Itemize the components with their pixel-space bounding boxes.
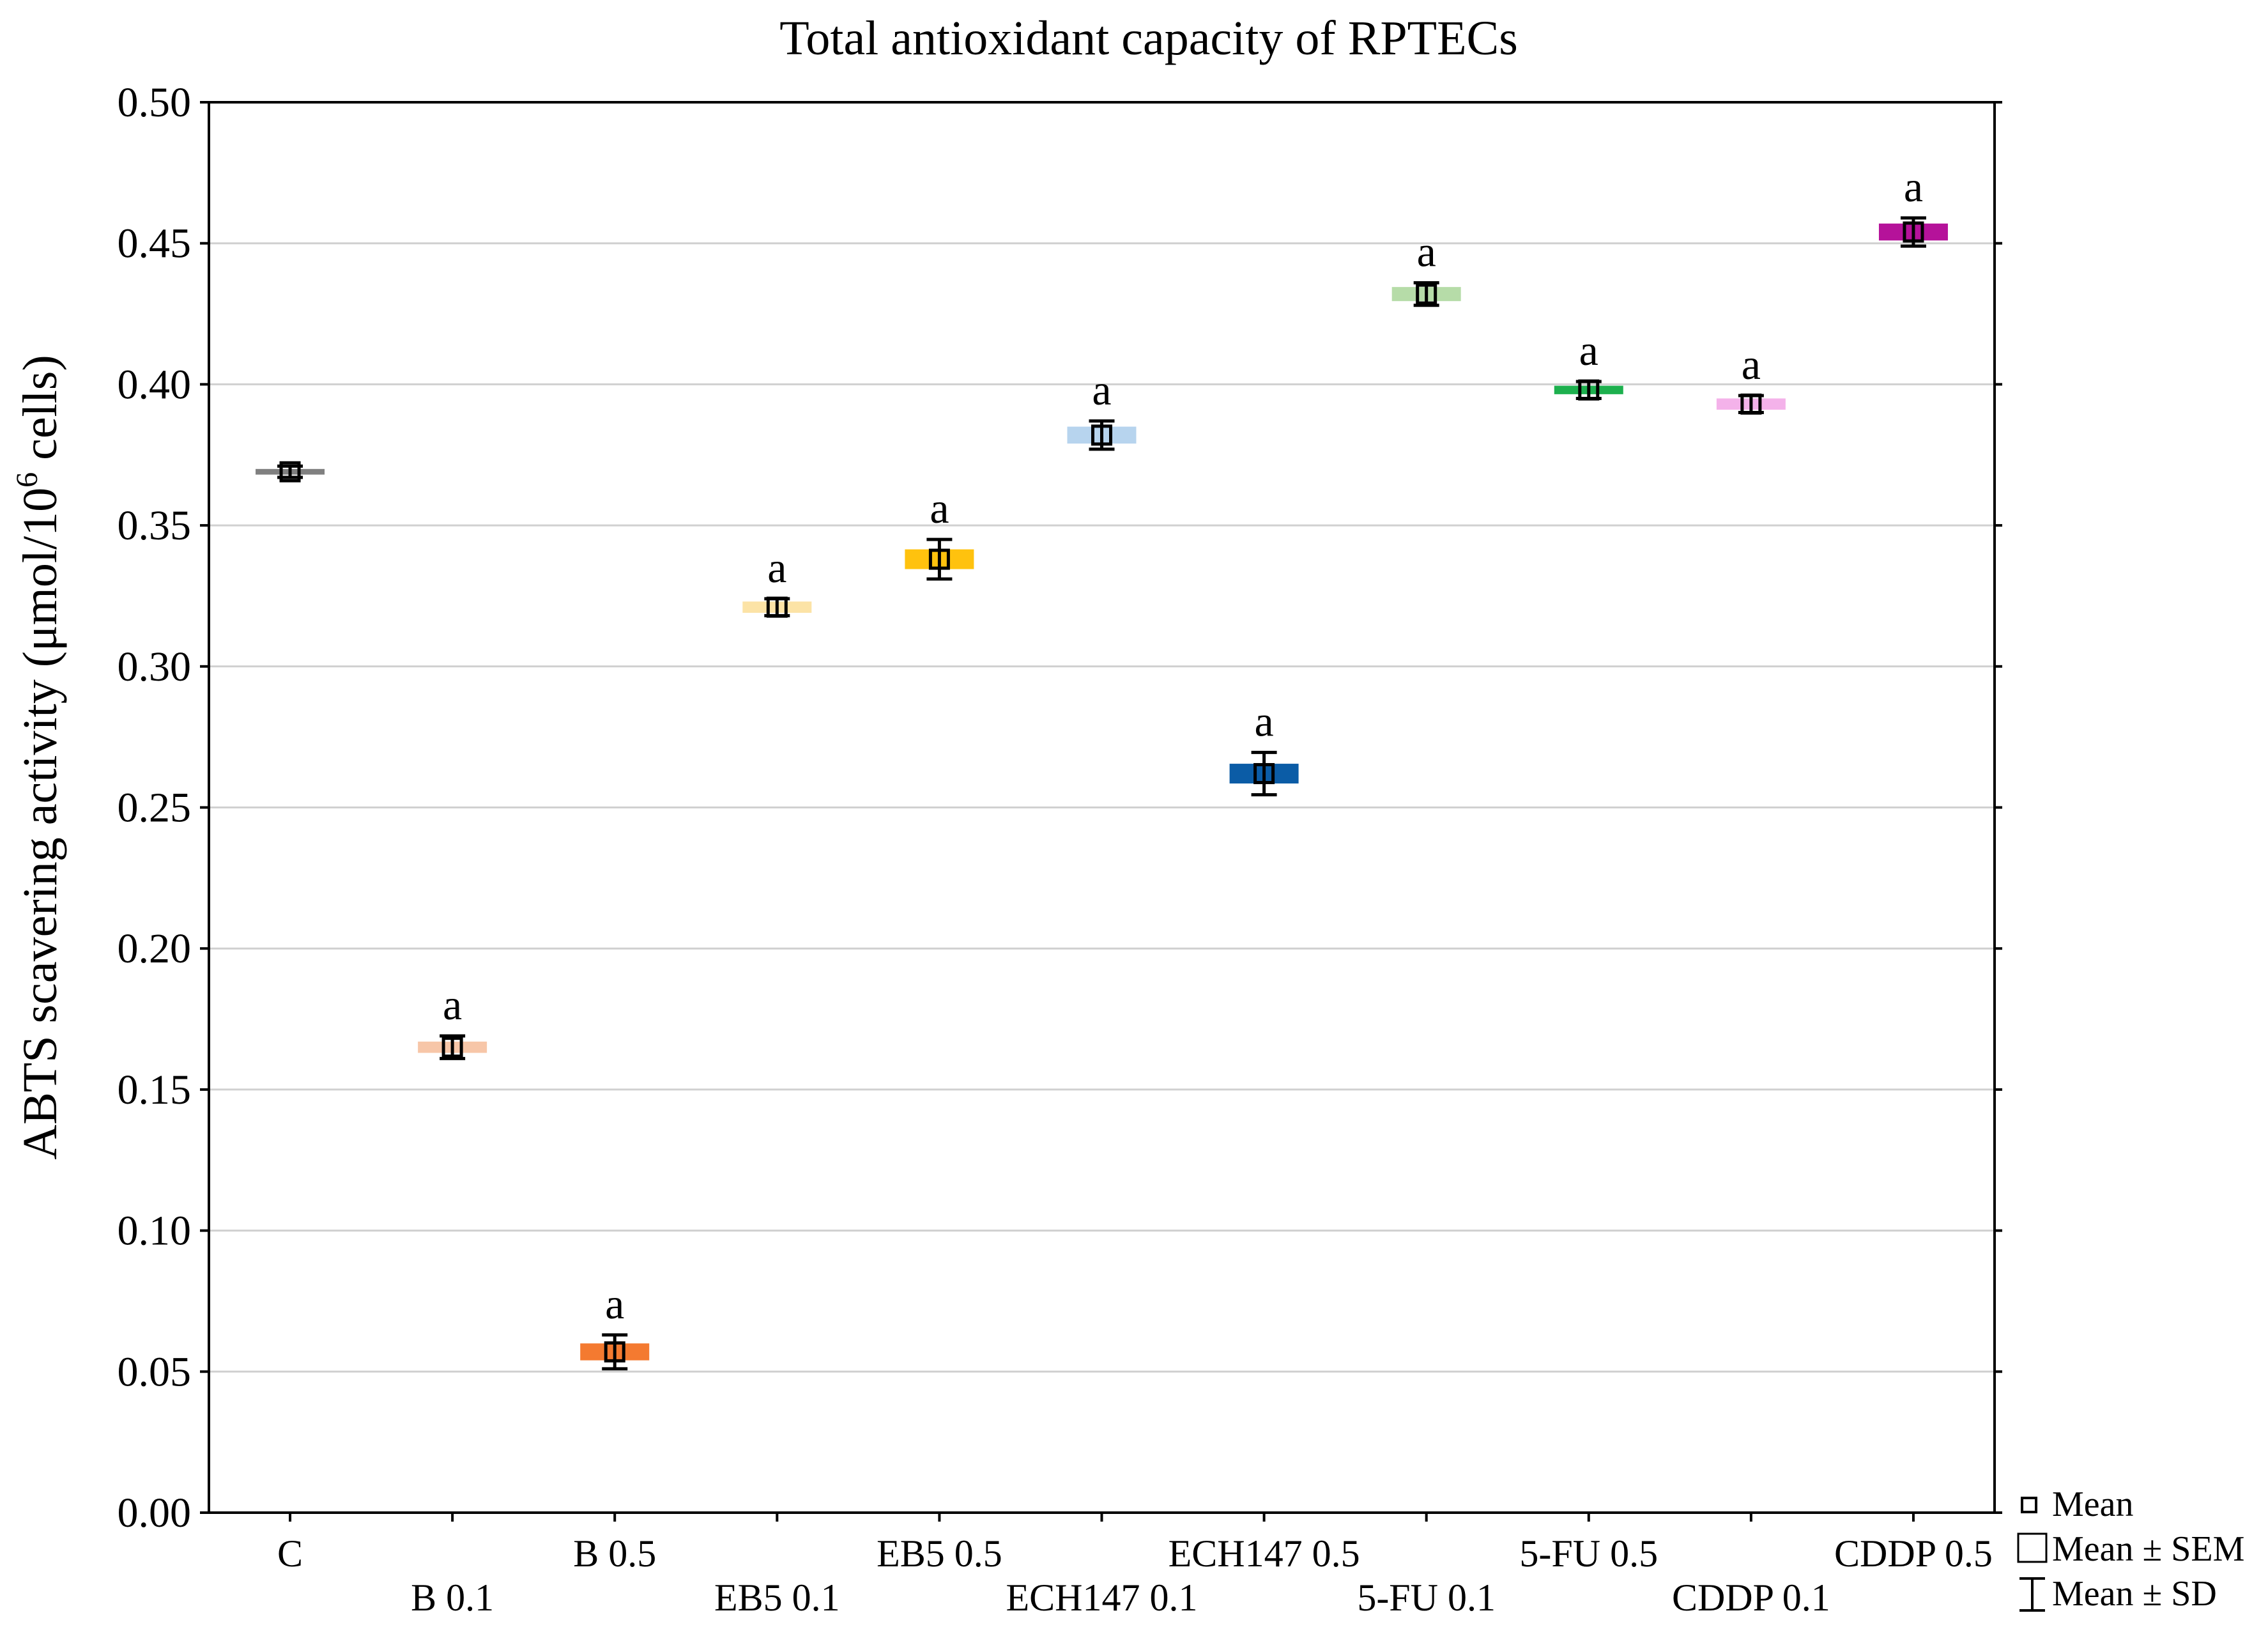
y-axis-label-end: cells) [13,355,67,472]
plot-frame [208,101,1996,1514]
legend-item-label: Mean ± SEM [2052,1529,2244,1569]
data-point-group: a [905,484,974,581]
mean-marker [1740,393,1762,415]
mean-marker [1091,424,1112,446]
data-point-group: a [1878,162,1948,248]
significance-label: a [605,1279,624,1328]
y-tick-label: 0.50 [118,79,192,126]
y-tick-label: 0.00 [118,1490,192,1536]
significance-label: a [1579,326,1598,374]
data-point-group: a [1391,227,1461,307]
data-marks: a a a a a a a a a a [256,162,1948,1371]
mean-marker [1416,283,1437,305]
x-tick-label: 5-FU 0.1 [1357,1577,1496,1619]
y-tick-label: 0.45 [118,220,192,267]
x-tick-label: ECH147 0.5 [1168,1532,1360,1575]
x-tick-label: ECH147 0.1 [1006,1577,1198,1619]
y-tick-label: 0.25 [118,785,192,831]
x-tick-label: B 0.5 [573,1532,656,1575]
mean-marker [1903,221,1924,243]
mean-marker [766,596,788,618]
x-tick-label: C [277,1532,303,1575]
mean-marker [604,1341,625,1362]
legend-sem-icon [2017,1532,2048,1563]
data-point-group [256,461,325,482]
x-tick-label: CDDP 0.5 [1834,1532,1993,1575]
significance-label: a [930,484,949,532]
x-tick-label: EB5 0.1 [714,1577,840,1619]
x-tick-label: EB5 0.5 [877,1532,1002,1575]
y-tick-label: 0.10 [118,1208,192,1254]
y-tick-label: 0.20 [118,925,192,972]
significance-label: a [1254,697,1273,745]
y-axis-ticks: 0.00 0.05 0.10 0.15 0.20 0.25 0.30 0.35 0.40 0.45… [118,79,2002,1536]
y-tick-label: 0.05 [118,1348,192,1395]
legend: Mean Mean ± SEM Mean ± SD [2017,1485,2244,1614]
y-tick-label: 0.30 [118,644,192,690]
y-tick-label: 0.15 [118,1067,192,1113]
significance-label: a [1417,227,1436,275]
significance-label: a [443,980,462,1029]
chart-title: Total antioxidant capacity of RPTECs [779,12,1518,65]
y-axis-label-sup: 6 [10,472,44,488]
y-tick-label: 0.35 [118,502,192,549]
y-axis-label: ABTS scavering activity (μmol/106 cells) [10,355,67,1159]
mean-marker [1253,763,1275,785]
data-point-group: a [1554,326,1623,401]
data-point-group: a [580,1279,650,1371]
mean-marker [441,1037,463,1058]
mean-marker [279,461,301,482]
data-point-group: a [742,543,812,618]
data-point-group: a [1067,366,1137,451]
data-point-group: a [418,980,487,1060]
legend-item-label: Mean [2052,1485,2134,1524]
legend-mean-icon [2021,1497,2037,1513]
data-point-group: a [1716,340,1786,415]
y-tick-label: 0.40 [118,361,192,408]
significance-label: a [1904,162,1923,211]
significance-label: a [1742,340,1761,389]
x-tick-label: 5-FU 0.5 [1519,1532,1658,1575]
y-axis-label-main: ABTS scavering activity (μmol/10 [13,488,67,1160]
mean-marker [1578,379,1600,401]
mean-marker [928,548,950,570]
grid-lines [209,242,1995,1373]
significance-label: a [767,543,786,592]
data-point-group: a [1229,697,1299,797]
legend-item-label: Mean ± SD [2052,1574,2217,1614]
x-tick-label: CDDP 0.1 [1672,1577,1830,1619]
x-tick-label: B 0.1 [411,1577,494,1619]
significance-label: a [1092,366,1111,414]
